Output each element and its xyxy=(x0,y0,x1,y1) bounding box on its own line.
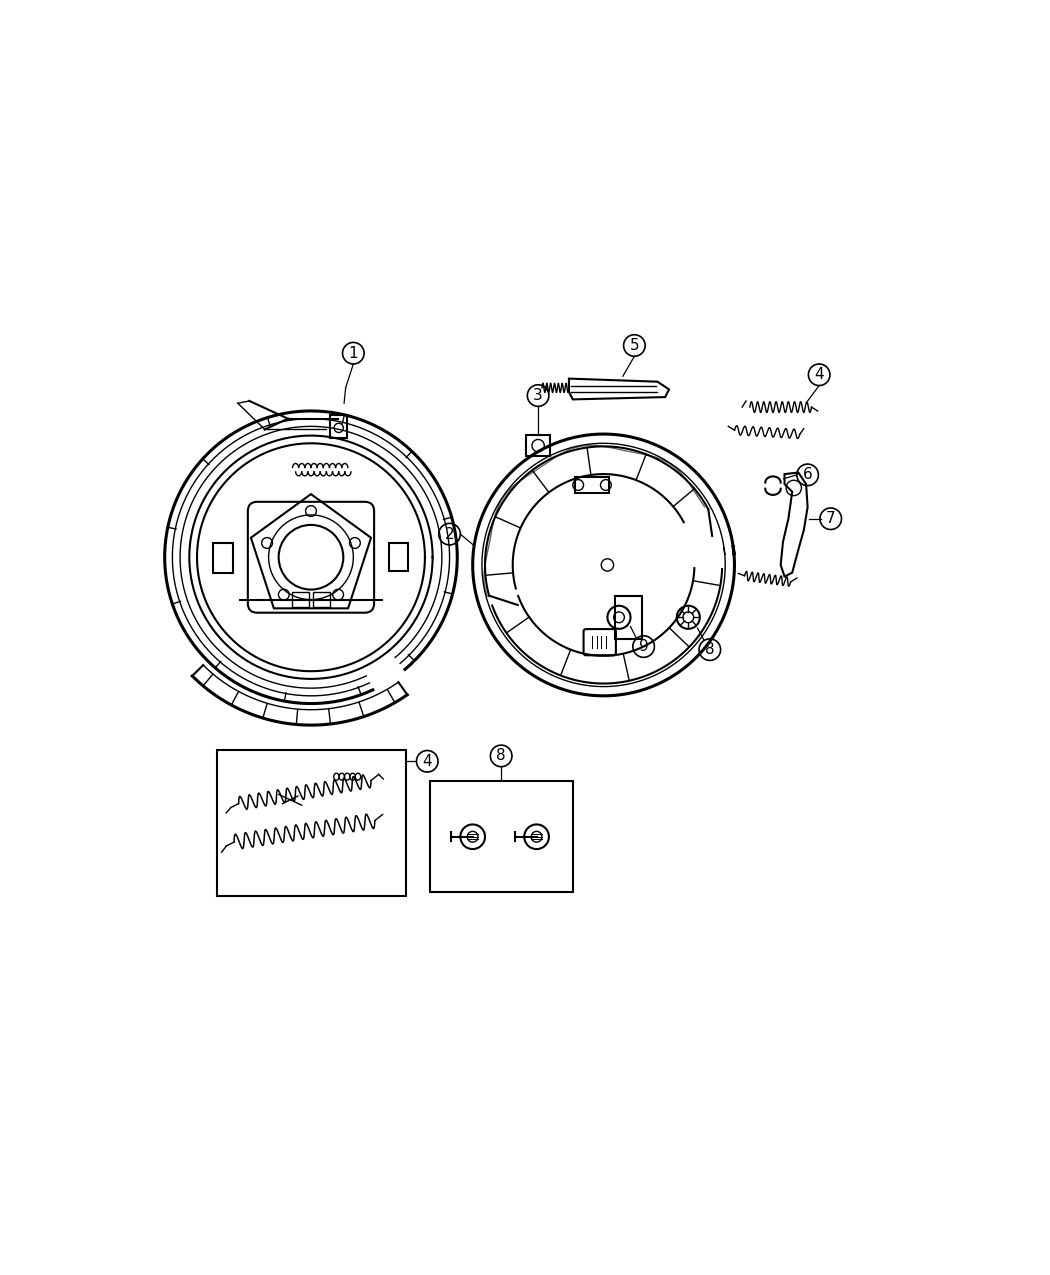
Text: 3: 3 xyxy=(533,388,543,403)
Bar xyxy=(292,592,309,607)
Bar xyxy=(217,750,405,896)
Text: 2: 2 xyxy=(445,527,455,542)
Text: 8: 8 xyxy=(497,748,506,764)
Text: 7: 7 xyxy=(826,511,836,527)
Bar xyxy=(330,414,348,437)
Bar xyxy=(430,780,573,892)
Bar xyxy=(575,477,609,492)
Bar xyxy=(526,435,550,456)
Text: 9: 9 xyxy=(638,639,649,654)
Bar xyxy=(313,592,330,607)
Text: 5: 5 xyxy=(630,338,639,353)
Text: 4: 4 xyxy=(815,367,824,382)
Bar xyxy=(615,595,643,639)
Text: 6: 6 xyxy=(803,468,813,482)
Text: 1: 1 xyxy=(349,346,358,361)
Text: 4: 4 xyxy=(422,754,432,769)
Text: 8: 8 xyxy=(705,643,715,657)
